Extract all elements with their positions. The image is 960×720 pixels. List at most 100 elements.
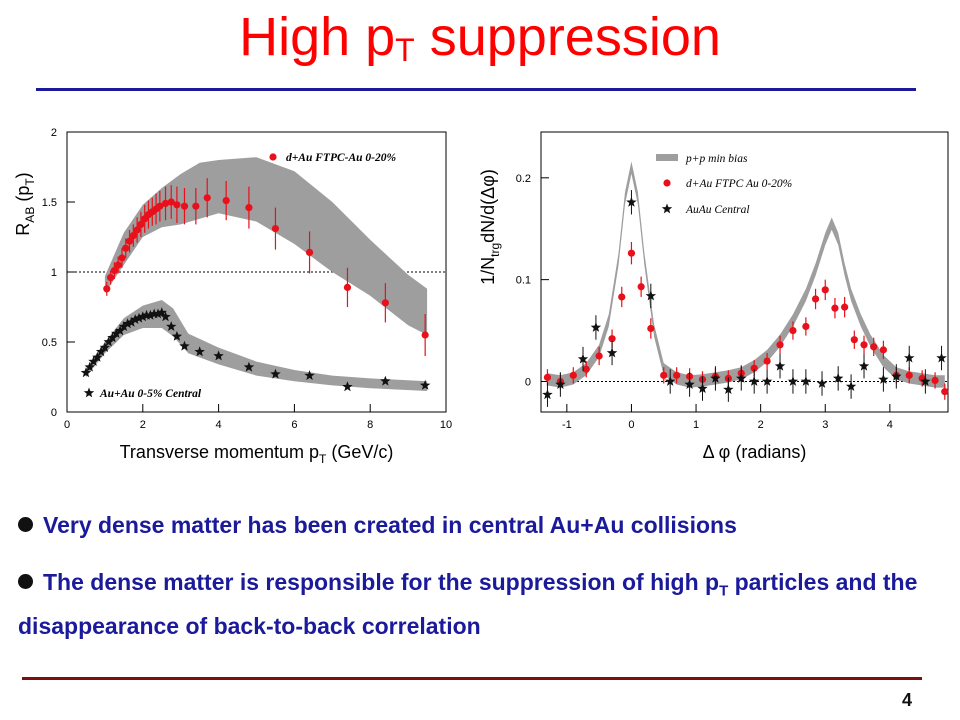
slide-title: High pT suppression (0, 6, 960, 69)
auau-data-point (304, 370, 315, 380)
auau-data-point (606, 347, 618, 358)
dau-data-point (305, 248, 314, 256)
dau-data-point (133, 226, 141, 234)
auau-data-point (213, 350, 224, 361)
auau-data-point (107, 332, 118, 343)
dau-data-point (114, 261, 122, 269)
dau-data-point (161, 199, 170, 207)
dau-data-point (941, 388, 949, 396)
auau-data-point (845, 381, 857, 391)
y-axis-label: RAB (pT) (13, 172, 37, 235)
dau-data-point (245, 204, 253, 212)
y-axis-label-sub2: T (23, 178, 37, 186)
y-tick-label: 2 (51, 127, 57, 139)
x-tick-label: 1 (693, 419, 699, 431)
x-tick-label: 4 (887, 419, 893, 431)
y-tick-label: 1 (51, 267, 57, 279)
auau-data-point (133, 312, 145, 323)
auau-data-point (858, 360, 870, 371)
correlation-chart: -1 0 1 2 3 4 0 0.1 0.2 p+p min bias d+Au FTPC Au 0… (478, 131, 949, 462)
bullet-2-text-a: The dense matter is responsible for the … (43, 569, 720, 595)
dau-data-point (543, 373, 552, 381)
auau-data-point (194, 346, 205, 357)
auau-data-point (88, 356, 99, 366)
auau-data-point (697, 383, 708, 393)
auau-data-point (710, 372, 721, 383)
dau-data-point (660, 371, 668, 379)
auau-data-point (160, 311, 171, 322)
x-tick-label: 3 (822, 419, 828, 431)
y-tick-label: 0.2 (516, 173, 531, 185)
y-axis-label-sub: trg (488, 243, 502, 257)
dau-data-point (647, 324, 655, 333)
auau-data-point (555, 379, 566, 389)
dau-data-point (637, 283, 645, 291)
auau-data-point (878, 373, 889, 384)
dau-data-point (173, 201, 181, 209)
y-axis-label-a: 1/N (478, 257, 498, 285)
dau-data-point (110, 267, 118, 275)
auau-data-point (243, 361, 255, 372)
dau-data-point (931, 376, 939, 385)
y-tick-label: 1.5 (42, 197, 57, 209)
auau-data-point (816, 378, 828, 388)
auau-data-point (99, 342, 111, 352)
auau-data-point (103, 336, 114, 347)
auau-data-point (156, 307, 167, 317)
auau-data-point (761, 376, 773, 386)
auau-data-point (118, 321, 130, 331)
title-main: High p (239, 7, 396, 67)
x-axis-label-rest: (GeV/c) (326, 442, 393, 462)
dau-data-point (841, 303, 849, 311)
auau-data-point (148, 308, 160, 319)
auau-data-point (122, 318, 133, 329)
footer-rule (22, 677, 922, 680)
dau-data-point (850, 336, 858, 344)
x-axis-label-sub: T (319, 452, 327, 466)
dau-data-point (103, 285, 111, 293)
x-tick-label: -1 (562, 419, 572, 431)
auau-data-point (92, 351, 103, 362)
title-rest: suppression (414, 7, 721, 67)
dau-data-point (222, 197, 230, 205)
dau-data-point (343, 283, 352, 291)
title-subscript: T (395, 32, 415, 68)
auau-data-point (936, 352, 947, 363)
dau-data-point (870, 343, 878, 351)
legend-pp-label: p+p min bias (685, 153, 748, 165)
auau-data-point (111, 328, 122, 338)
y-axis-label: 1/NtrgdN/d(Δφ) (478, 169, 502, 285)
dau-data-point (180, 202, 189, 210)
legend-star-marker (83, 387, 95, 398)
legend-circle-marker (269, 153, 277, 161)
bullet-1: Very dense matter has been created in ce… (18, 512, 737, 539)
dau-data-point (192, 202, 200, 210)
dau-data-point (129, 232, 137, 240)
legend-dau-label: d+Au FTPC-Au 0-20% (286, 152, 396, 164)
dau-data-point (776, 341, 784, 349)
auau-data-point (800, 376, 812, 386)
auau-data-point (380, 375, 391, 386)
auau-data-point (590, 322, 602, 332)
auau-data-point (920, 376, 931, 386)
auau-data-point (137, 311, 148, 322)
y-tick-label: 0.1 (516, 275, 531, 287)
legend-dau-label: d+Au FTPC Au 0-20% (686, 178, 792, 190)
legend-circle-marker (663, 179, 671, 187)
auau-data-point (736, 372, 747, 383)
raa-chart: 0 2 4 6 8 10 0 0.5 1 1.5 2 d+Au FTPC-Au 0-20% Au+Au … (13, 127, 452, 466)
y-tick-label: 0 (525, 376, 531, 388)
auau-data-point (684, 379, 695, 389)
bullet-2: The dense matter is responsible for the … (18, 565, 938, 643)
dau-data-point (905, 371, 913, 379)
auau-data-point (832, 372, 844, 383)
legend-auau-label: Au+Au 0-5% Central (99, 388, 202, 400)
dau-systematic-band (104, 157, 428, 335)
x-tick-label: 0 (628, 419, 634, 431)
dau-data-point (627, 249, 636, 257)
dau-data-point (608, 335, 616, 343)
auau-systematic-band (86, 300, 428, 391)
dau-data-point (582, 365, 590, 373)
bullet-1-text: Very dense matter has been created in ce… (43, 512, 737, 538)
bullet-dot-icon (18, 574, 33, 589)
